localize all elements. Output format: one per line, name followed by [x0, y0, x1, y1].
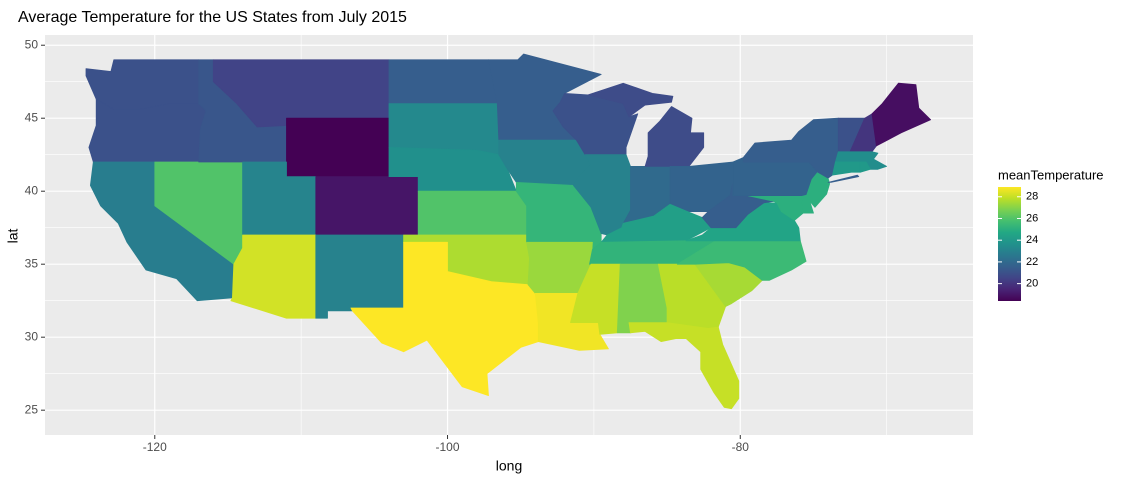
- y-tick-label: 40: [25, 183, 39, 197]
- region: [628, 322, 740, 410]
- legend-label: 26: [1026, 212, 1038, 224]
- legend-label: 28: [1026, 191, 1038, 203]
- region: [315, 176, 419, 236]
- region: [315, 234, 404, 319]
- region: [388, 59, 498, 104]
- x-tick-label: -120: [143, 440, 167, 454]
- region: [685, 202, 801, 242]
- region: [849, 113, 877, 153]
- region: [600, 203, 712, 243]
- region: [88, 98, 207, 163]
- y-tick-label: 25: [25, 402, 39, 416]
- y-tick-label: 50: [25, 37, 39, 51]
- region: [587, 82, 705, 167]
- region: [570, 263, 621, 335]
- region: [871, 82, 931, 147]
- region: [388, 103, 500, 156]
- x-tick-label: -100: [436, 440, 460, 454]
- region: [286, 117, 390, 177]
- y-axis-title: lat: [5, 229, 21, 244]
- region: [417, 190, 527, 236]
- colorbar: [998, 187, 1021, 301]
- chart-title: Average Temperature for the US States fr…: [18, 9, 407, 26]
- legend-label: 22: [1026, 256, 1038, 268]
- x-tick-label: -80: [732, 440, 750, 454]
- legend-title: meanTemperature: [998, 167, 1104, 182]
- y-tick-label: 30: [25, 329, 39, 343]
- x-axis-title: long: [496, 458, 522, 474]
- y-tick-label: 35: [25, 256, 39, 270]
- legend-label: 20: [1026, 278, 1038, 290]
- region: [859, 161, 871, 173]
- legend-label: 24: [1026, 234, 1038, 246]
- region: [732, 157, 819, 196]
- region: [350, 241, 539, 396]
- map: [85, 53, 931, 410]
- y-tick-label: 45: [25, 110, 39, 124]
